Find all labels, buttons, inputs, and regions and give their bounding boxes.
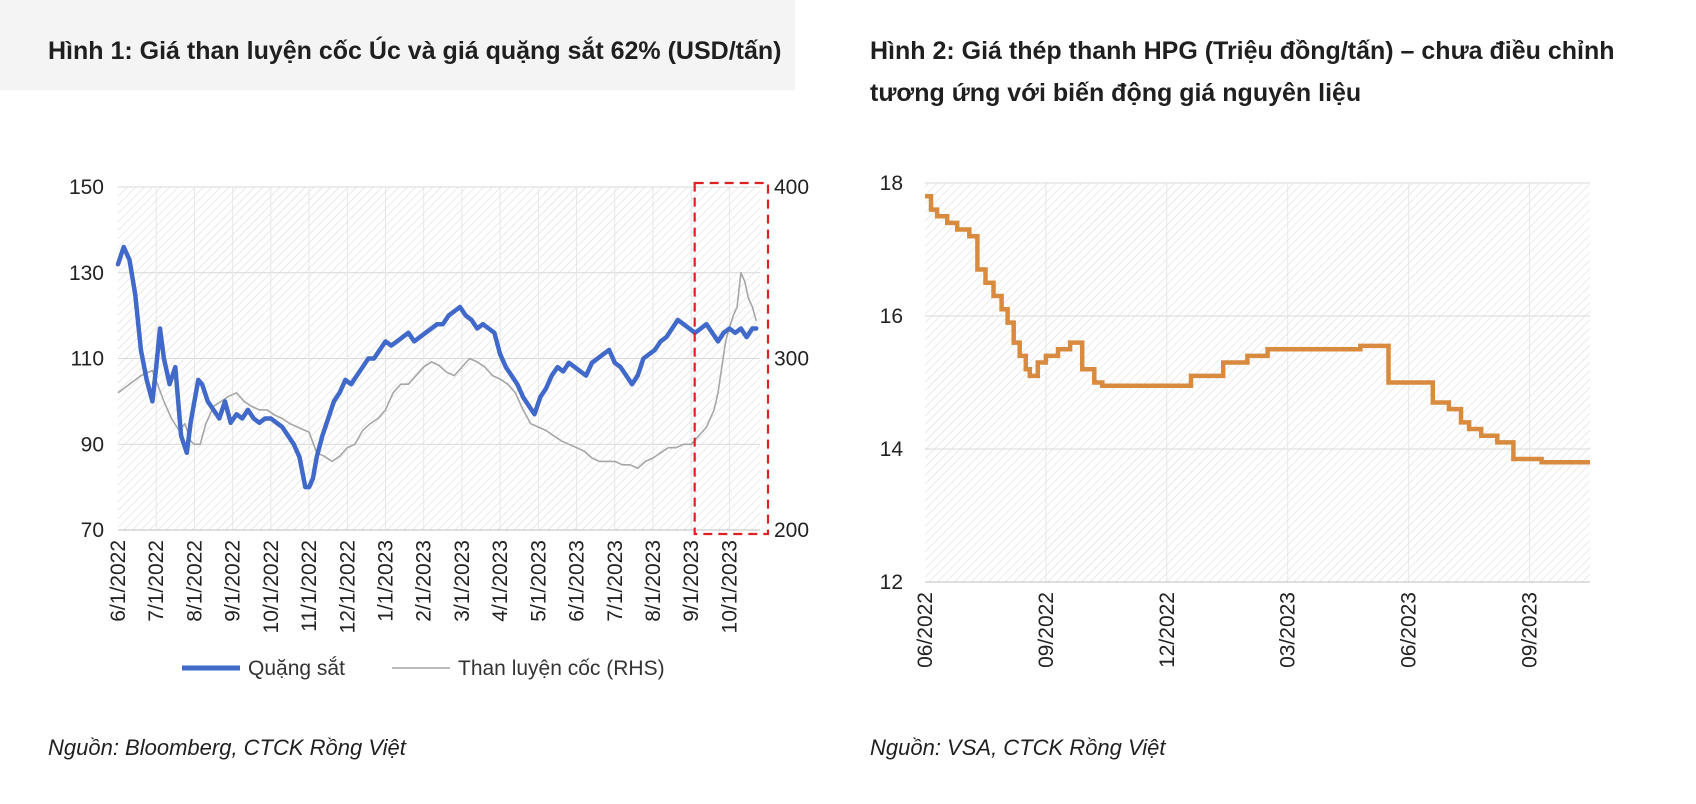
x-tick-label: 10/1/2023 bbox=[718, 540, 741, 633]
x-tick-label: 03/2023 bbox=[1277, 592, 1300, 668]
figure1-chart: 150 130 110 90 70 400 300 200 6/1/2022 7/1/2022 8/… bbox=[69, 176, 809, 680]
x-tick-label: 12/1/2022 bbox=[336, 540, 359, 633]
series-line-hpg-steel bbox=[925, 194, 1590, 465]
y-left-tick-label: 70 bbox=[81, 519, 104, 542]
x-tick-label: 6/1/2023 bbox=[566, 540, 589, 622]
y-tick-label: 12 bbox=[880, 571, 903, 594]
x-tick-label: 9/1/2022 bbox=[222, 540, 245, 622]
x-tick-label: 10/1/2022 bbox=[260, 540, 283, 633]
figure1-title-background bbox=[0, 0, 795, 90]
x-tick-label: 8/1/2023 bbox=[642, 540, 665, 622]
x-tick-label: 8/1/2022 bbox=[183, 540, 206, 622]
x-tick-label: 5/1/2023 bbox=[527, 540, 550, 622]
y-left-tick-label: 110 bbox=[71, 348, 104, 371]
series-line-iron-ore bbox=[115, 244, 759, 490]
y-right-tick-label: 300 bbox=[774, 348, 809, 371]
x-tick-label: 6/1/2022 bbox=[107, 540, 130, 622]
x-tick-label: 2/1/2023 bbox=[413, 540, 436, 622]
x-tick-label: 09/2022 bbox=[1035, 592, 1058, 668]
y-left-tick-label: 130 bbox=[69, 262, 104, 285]
x-tick-label: 3/1/2023 bbox=[451, 540, 474, 622]
figure2-title: Hình 2: Giá thép thanh HPG (Triệu đồng/t… bbox=[870, 37, 1615, 107]
y-tick-label: 14 bbox=[880, 438, 904, 461]
legend-label-iron-ore: Quặng sắt bbox=[248, 657, 345, 680]
x-tick-label: 11/1/2022 bbox=[298, 540, 321, 632]
y-left-tick-label: 150 bbox=[69, 176, 104, 199]
x-tick-label: 9/1/2023 bbox=[680, 540, 703, 622]
y-right-tick-label: 200 bbox=[774, 519, 809, 542]
x-tick-label: 7/1/2022 bbox=[145, 540, 168, 622]
y-tick-label: 16 bbox=[880, 305, 903, 328]
figure2-chart: 18 16 14 12 06/2022 09/2022 12/2022 03/2023 06/2… bbox=[880, 172, 1590, 668]
y-left-tick-label: 90 bbox=[81, 433, 104, 456]
x-tick-label: 4/1/2023 bbox=[489, 540, 512, 622]
x-tick-label: 06/2022 bbox=[914, 592, 937, 668]
y-tick-label: 18 bbox=[880, 172, 903, 195]
x-tick-label: 09/2023 bbox=[1519, 592, 1542, 668]
y-right-tick-label: 400 bbox=[774, 176, 809, 199]
plot-area bbox=[925, 183, 1590, 582]
legend-label-coking-coal: Than luyện cốc (RHS) bbox=[458, 657, 665, 680]
x-tick-label: 12/2022 bbox=[1156, 592, 1179, 668]
x-tick-label: 7/1/2023 bbox=[604, 540, 627, 622]
x-tick-label: 1/1/2023 bbox=[375, 540, 398, 622]
figure1-title: Hình 1: Giá than luyện cốc Úc và giá quặ… bbox=[48, 37, 782, 65]
series-line-coking-coal bbox=[117, 272, 757, 470]
figure1-source: Nguồn: Bloomberg, CTCK Rồng Việt bbox=[48, 735, 406, 760]
highlight-box bbox=[693, 181, 770, 536]
x-tick-label: 06/2023 bbox=[1398, 592, 1421, 668]
figure2-source: Nguồn: VSA, CTCK Rồng Việt bbox=[870, 735, 1166, 760]
